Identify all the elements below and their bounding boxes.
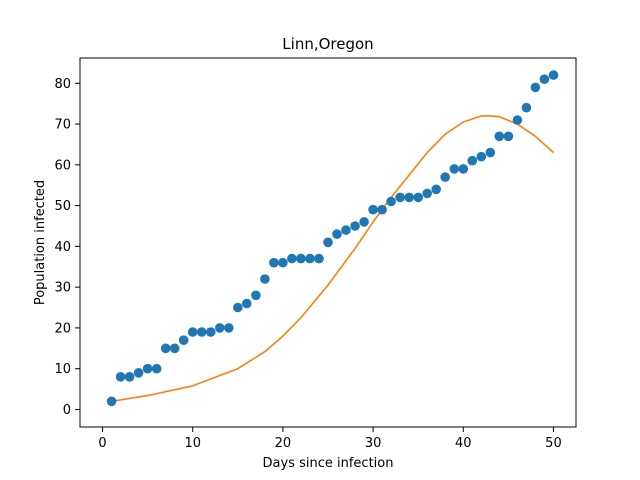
x-tick-label: 10 [184,436,201,451]
data-point [242,298,252,309]
data-point [449,164,460,174]
data-point [287,253,297,264]
x-axis: 0 10 20 30 40 50 [98,427,562,451]
data-point [314,253,324,264]
data-point [169,343,180,354]
x-tick-label: 0 [98,436,106,451]
data-point [395,192,405,203]
data-point [224,323,234,333]
data-point [106,396,117,407]
data-point [512,115,523,125]
y-axis-label: Population infected [33,180,48,305]
data-point [386,196,396,207]
y-tick-label: 60 [54,158,71,173]
data-point [187,327,198,337]
data-point [296,253,306,264]
chart-title: Linn,Oregon [282,35,373,53]
data-point [196,327,207,337]
x-axis-label: Days since infection [263,456,394,471]
y-tick-label: 10 [54,362,71,377]
data-point [233,302,243,313]
data-point [151,363,162,374]
data-point [215,323,225,333]
data-point [178,335,189,346]
data-point [124,372,135,382]
x-tick-label: 30 [365,436,382,451]
data-point [323,237,333,248]
data-point [160,343,171,354]
y-tick-label: 0 [63,403,71,418]
data-point [278,257,288,268]
data-point [530,82,541,93]
data-point [467,155,478,166]
y-tick-label: 80 [54,77,71,92]
data-point [404,192,415,203]
y-tick-label: 30 [54,281,71,296]
data-point [422,188,433,199]
y-tick-label: 50 [54,199,71,214]
y-axis: 0 10 20 30 40 50 60 70 80 [54,77,80,418]
data-point [332,229,342,239]
data-point [368,204,378,215]
data-point [115,372,126,382]
data-point [133,368,144,378]
data-point [377,204,387,215]
y-tick-label: 20 [54,321,71,336]
data-point [539,74,550,84]
data-point [413,192,424,203]
x-tick-label: 20 [275,436,292,451]
data-point [440,172,451,182]
data-point [251,290,261,301]
data-point [269,257,279,268]
data-point [503,131,514,142]
x-tick-label: 40 [455,436,472,451]
data-point [476,151,487,162]
data-point [359,217,369,227]
y-tick-label: 40 [54,240,71,255]
x-tick-label: 50 [545,436,562,451]
data-point [521,102,532,113]
data-point [206,327,216,337]
data-point [341,225,351,235]
data-point [458,164,469,174]
data-point [548,70,559,80]
y-tick-label: 70 [54,118,71,133]
data-point [305,253,315,264]
axes-frame [79,57,577,428]
data-point [350,221,360,231]
plot-area [106,70,559,407]
data-point [142,363,153,374]
data-point [260,274,270,284]
data-point [485,147,496,158]
data-point [494,131,505,142]
data-point [431,184,442,195]
